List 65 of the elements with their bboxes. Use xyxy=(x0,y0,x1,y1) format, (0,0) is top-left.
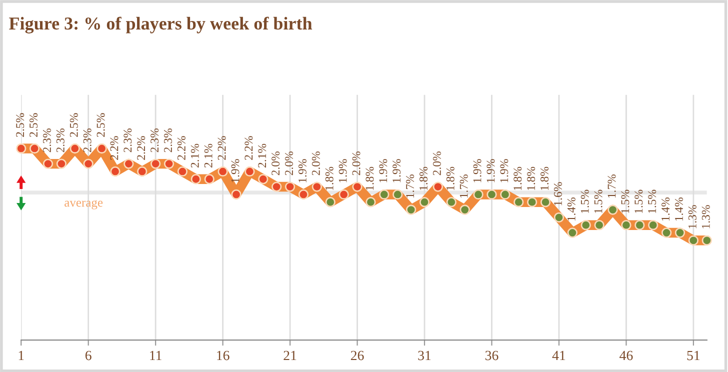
chart-title: Figure 3: % of players by week of birth xyxy=(9,16,312,34)
data-label: 2.3% xyxy=(56,128,64,152)
data-label: 1.5% xyxy=(648,190,656,213)
data-label: 1.9% xyxy=(473,159,482,182)
data-label: 2.3% xyxy=(164,128,172,152)
data-label: 1.7% xyxy=(406,174,414,198)
data-label: 1.8% xyxy=(366,166,374,190)
data-label: 2.0% xyxy=(285,151,294,176)
data-label: 1.6% xyxy=(554,182,562,206)
x-tick-label: 46 xyxy=(620,350,633,360)
data-label: 1.5% xyxy=(634,190,643,213)
x-tick-label: 51 xyxy=(687,350,700,360)
data-label: 2.2% xyxy=(177,136,186,160)
data-label: 2.5% xyxy=(30,113,38,137)
data-label: 1.9% xyxy=(298,159,306,182)
x-tick-label: 21 xyxy=(284,350,296,360)
data-label: 1.4% xyxy=(674,197,683,221)
data-label: 1.9% xyxy=(486,159,495,182)
data-label: 1.3% xyxy=(702,205,710,228)
data-label: 2.0% xyxy=(312,151,320,176)
data-label: 1.8% xyxy=(446,166,454,190)
x-tick-label: 36 xyxy=(485,350,498,360)
data-label: 1.5% xyxy=(621,190,630,213)
data-label: 2.3% xyxy=(124,128,132,152)
data-label: 1.8% xyxy=(527,166,536,190)
data-label: 1.9% xyxy=(231,159,240,182)
data-label: 1.4% xyxy=(662,197,670,221)
data-label: 1.8% xyxy=(514,166,522,190)
x-tick-label: 41 xyxy=(552,350,566,360)
data-label: 1.3% xyxy=(688,205,696,228)
data-label: 1.5% xyxy=(594,190,602,213)
data-label: 2.5% xyxy=(70,113,78,137)
data-label: 2.1% xyxy=(258,144,266,168)
data-label: 1.9% xyxy=(379,159,388,182)
data-label: 1.7% xyxy=(460,174,468,198)
data-label: 2.1% xyxy=(204,144,212,168)
data-label: 2.0% xyxy=(352,151,360,176)
data-label: 1.4% xyxy=(567,197,576,221)
data-label: 2.5% xyxy=(96,113,105,137)
data-label: 2.3% xyxy=(83,128,92,152)
data-label: 2.2% xyxy=(110,136,118,160)
data-label: 1.9% xyxy=(392,159,401,182)
data-label: 2.5% xyxy=(16,113,24,137)
x-tick-label: 16 xyxy=(217,350,230,360)
data-label: 1.8% xyxy=(325,166,334,190)
data-label: 2.0% xyxy=(432,151,441,176)
data-label: 1.9% xyxy=(500,159,508,182)
data-label: 2.0% xyxy=(272,151,280,176)
data-label: 1.5% xyxy=(580,190,589,213)
x-tick-label: 26 xyxy=(350,350,364,360)
data-label: 1.7% xyxy=(608,174,616,198)
data-label: 2.1% xyxy=(190,144,199,168)
data-label: 1.8% xyxy=(540,166,549,190)
data-label: 2.2% xyxy=(137,136,146,160)
band-label: average xyxy=(64,200,103,210)
x-tick-label: 31 xyxy=(418,350,431,360)
x-tick-label: 6 xyxy=(85,350,92,360)
x-tick-label: 1 xyxy=(18,350,24,360)
data-label: 1.9% xyxy=(338,159,347,182)
data-label: 1.8% xyxy=(420,166,428,190)
data-label: 2.3% xyxy=(150,128,159,152)
data-label: 2.2% xyxy=(218,136,226,160)
data-label: 2.3% xyxy=(42,128,52,152)
x-tick-label: 11 xyxy=(150,350,162,360)
data-label: 2.2% xyxy=(244,136,253,160)
